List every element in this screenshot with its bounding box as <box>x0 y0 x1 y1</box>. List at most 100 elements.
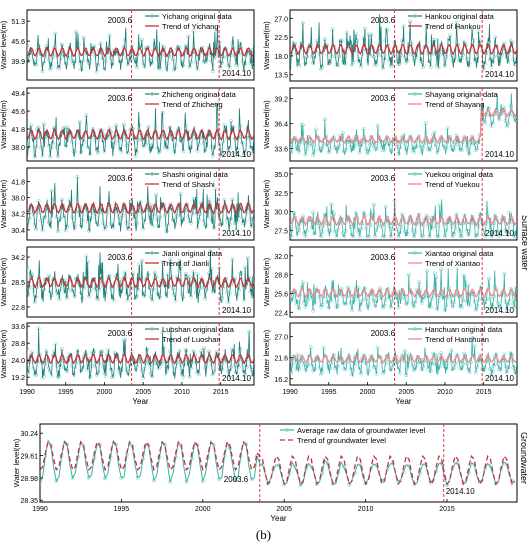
event-label-2003: 2003.6 <box>371 174 396 183</box>
x-axis-label: Year <box>270 514 287 523</box>
plot-frame <box>289 87 518 162</box>
event-label-2014: 2014.10 <box>222 150 251 159</box>
y-tick-label: 38.0 <box>11 145 25 152</box>
y-tick-label: 18.0 <box>274 54 288 61</box>
y-tick-label: 45.6 <box>11 109 25 116</box>
y-tick-label: 28.5 <box>11 280 25 287</box>
plot-frame <box>289 9 518 82</box>
y-tick-label: 39.9 <box>11 59 25 66</box>
raw-marker <box>290 144 292 149</box>
x-tick-label: 2000 <box>97 389 113 396</box>
raw-marker <box>27 43 29 48</box>
event-label-2003: 2003.6 <box>108 16 133 25</box>
x-tick-label: 1990 <box>282 389 298 396</box>
plot-area <box>27 25 254 74</box>
event-label-2014: 2014.10 <box>485 306 514 315</box>
series-trend-line <box>40 440 516 486</box>
y-tick-label: 22.5 <box>274 35 288 42</box>
x-tick-label: 2005 <box>135 389 151 396</box>
y-tick-label: 30.4 <box>11 228 25 235</box>
y-tick-label: 33.6 <box>274 147 288 154</box>
y-tick-label: 28.8 <box>274 273 288 280</box>
series-trend-line <box>290 108 517 146</box>
legend-marker <box>150 251 154 255</box>
legend-marker <box>285 428 289 432</box>
plot-frame <box>289 167 518 241</box>
series-trend-line <box>27 128 254 142</box>
event-label-2003: 2003.6 <box>108 174 133 183</box>
plot-frame <box>289 246 518 318</box>
raw-marker <box>412 234 416 239</box>
series-trend-line <box>27 201 254 215</box>
y-tick-label: 29.61 <box>20 454 38 461</box>
raw-marker <box>433 143 438 148</box>
raw-marker <box>142 294 147 299</box>
y-tick-label: 24.0 <box>11 358 25 365</box>
event-label-2003: 2003.6 <box>371 16 396 25</box>
raw-marker <box>156 224 161 228</box>
plot-area <box>27 174 254 234</box>
raw-marker <box>342 234 347 239</box>
x-tick-label: 2015 <box>439 506 455 513</box>
raw-marker <box>365 151 370 156</box>
raw-marker <box>373 304 378 308</box>
raw-marker <box>374 227 379 232</box>
raw-marker <box>27 265 29 270</box>
raw-marker <box>63 143 68 148</box>
y-tick-label: 36.4 <box>274 122 288 129</box>
y-axis-label: Water level(m) <box>0 329 8 378</box>
event-label-2014: 2014.10 <box>222 374 251 383</box>
legend-label-trend: Trend of Zhicheng <box>162 100 223 109</box>
raw-marker <box>437 294 442 298</box>
plot-frame <box>26 9 255 81</box>
raw-marker <box>293 465 298 470</box>
legend-label-raw: Hankou original data <box>425 12 495 21</box>
panel-shayang: 2003.6 2014.10 Shayang original dataTrend … <box>262 87 518 162</box>
legend-label-raw: Average raw data of groundwater level <box>297 426 426 435</box>
legend-marker <box>413 327 417 331</box>
raw-marker <box>290 150 294 155</box>
raw-marker <box>125 150 130 155</box>
raw-marker <box>381 66 385 71</box>
y-axis-label: Water level(m) <box>0 257 8 306</box>
legend-label-trend: Trend of Jianli <box>162 259 209 268</box>
raw-marker <box>401 470 406 474</box>
legend-label-raw: Hanchuan original data <box>425 325 503 334</box>
y-tick-label: 30.24 <box>20 431 38 438</box>
panel-luoshan: 2003.6 2014.10 Luoshan original dataTrend … <box>0 322 255 406</box>
x-tick-label: 2015 <box>213 389 229 396</box>
raw-marker <box>62 214 67 219</box>
legend-label-trend: Trend of Hankou <box>425 22 481 31</box>
series-raw-line <box>27 176 254 234</box>
event-label-2014: 2014.10 <box>485 150 514 159</box>
raw-marker <box>102 66 107 71</box>
y-tick-label: 25.6 <box>274 291 288 298</box>
legend-marker <box>150 92 154 96</box>
legend-marker <box>150 172 154 176</box>
legend-label-trend: Trend of Shayang <box>425 100 484 109</box>
plot-area <box>27 249 254 305</box>
y-tick-label: 32.5 <box>274 191 288 198</box>
legend-label-trend: Trend of groundwater level <box>297 436 386 445</box>
legend-marker <box>413 251 417 255</box>
series-trend-line <box>27 276 254 289</box>
raw-marker <box>27 346 29 351</box>
legend-label-trend: Trend of Shashi <box>162 180 215 189</box>
x-tick-label: 2010 <box>437 389 453 396</box>
panel-xiantao: 2003.6 2014.10 Xiantao original dataTrend … <box>262 246 518 318</box>
legend-marker <box>150 327 154 331</box>
y-axis-label: Water level(m) <box>0 100 8 149</box>
plot-area <box>290 93 517 158</box>
y-tick-label: 19.2 <box>11 375 25 382</box>
x-axis-label: Year <box>132 397 149 406</box>
raw-marker <box>325 142 330 147</box>
y-tick-label: 35.0 <box>274 172 288 179</box>
legend-label-trend: Trend of Yichang <box>162 22 218 31</box>
y-tick-label: 38.0 <box>11 196 25 203</box>
x-tick-label: 1995 <box>114 506 130 513</box>
raw-marker <box>395 227 400 232</box>
panel-hanchuan: 2003.6 2014.10 Hanchuan original dataTrend… <box>262 322 518 406</box>
y-tick-label: 39.2 <box>274 97 288 104</box>
raw-marker <box>312 231 317 235</box>
